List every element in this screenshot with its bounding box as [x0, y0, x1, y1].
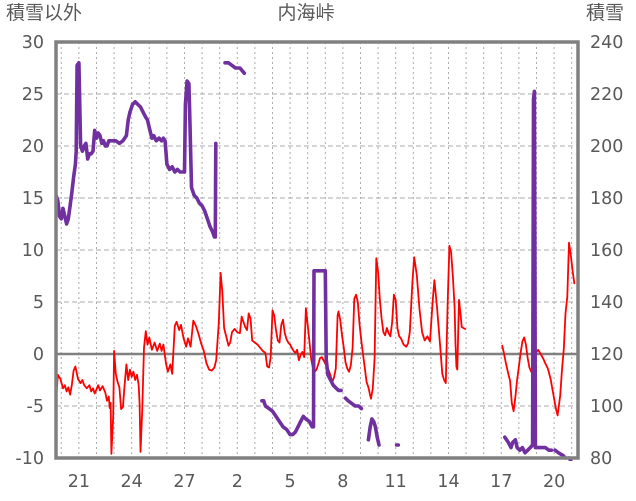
svg-text:100: 100: [590, 397, 623, 417]
svg-text:14: 14: [437, 472, 459, 492]
svg-text:-10: -10: [15, 449, 44, 469]
svg-text:24: 24: [121, 472, 143, 492]
right-axis-title: 積雪: [586, 3, 625, 24]
svg-text:5: 5: [285, 472, 296, 492]
svg-text:21: 21: [68, 472, 90, 492]
svg-text:200: 200: [590, 137, 623, 157]
svg-text:-5: -5: [27, 397, 44, 417]
svg-text:27: 27: [173, 472, 195, 492]
horizontal-gridlines: [56, 93, 578, 407]
svg-text:30: 30: [22, 33, 44, 53]
chart-title: 内海峠: [277, 3, 335, 24]
svg-text:180: 180: [590, 189, 623, 209]
x-axis-tick-labels: 21 24 27 2 5 8 11 14 17 20: [68, 472, 565, 492]
svg-text:25: 25: [22, 85, 44, 105]
svg-text:160: 160: [590, 241, 623, 261]
svg-text:10: 10: [22, 241, 44, 261]
svg-text:220: 220: [590, 85, 623, 105]
svg-text:20: 20: [543, 472, 565, 492]
svg-text:20: 20: [22, 137, 44, 157]
svg-text:140: 140: [590, 293, 623, 313]
svg-text:17: 17: [490, 472, 512, 492]
purple-line-right-axis: [56, 60, 573, 461]
svg-text:8: 8: [337, 472, 348, 492]
svg-text:0: 0: [33, 345, 44, 365]
svg-text:80: 80: [590, 449, 612, 469]
svg-text:240: 240: [590, 33, 623, 53]
svg-text:2: 2: [232, 472, 243, 492]
svg-text:11: 11: [385, 472, 407, 492]
svg-text:15: 15: [22, 189, 44, 209]
vertical-gridlines: [60, 42, 573, 458]
svg-text:120: 120: [590, 345, 623, 365]
left-axis-title: 積雪以外: [6, 3, 83, 24]
svg-text:5: 5: [33, 293, 44, 313]
plot-border: [54, 40, 580, 460]
right-axis-tick-labels: 240 220 200 180 160 140 120 100 80: [590, 33, 623, 469]
left-axis-tick-labels: 30 25 20 15 10 5 0 -5 -10: [15, 33, 44, 469]
